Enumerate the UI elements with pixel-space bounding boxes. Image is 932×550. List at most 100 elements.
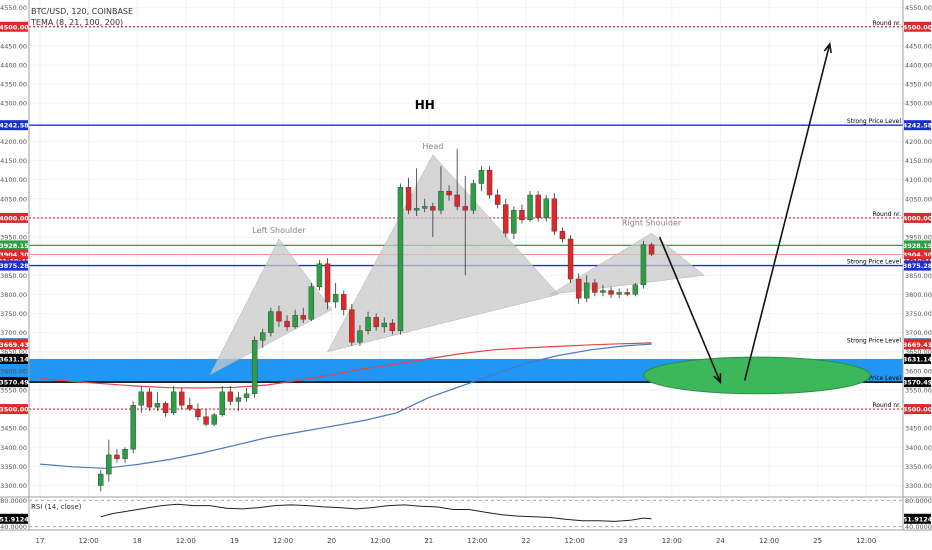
price-tag-text: 3500.00 — [903, 406, 932, 414]
y-tick-label-left: 4200.00 — [0, 138, 27, 146]
drawings-layer — [642, 41, 871, 395]
candle-down — [114, 454, 120, 459]
price-tag-text: 3928.15 — [0, 242, 29, 250]
candle-down — [300, 315, 306, 320]
candle-down — [462, 206, 468, 211]
pattern-label: Left Shoulder — [252, 226, 306, 235]
candle-down — [551, 198, 558, 232]
price-tag-box — [0, 212, 28, 223]
symbol-title: BTC/USD, 120, COINBASE — [31, 7, 134, 16]
y-tick-label-left: 4300.00 — [0, 100, 27, 108]
candle-up — [251, 340, 258, 394]
x-tick-label: 18 — [133, 537, 142, 545]
price-tag-box — [904, 353, 931, 364]
price-tag-text: 3669.43 — [0, 341, 29, 349]
y-tick-label-right: 4450.00 — [905, 42, 932, 50]
candle-up — [527, 194, 533, 221]
candle-up — [616, 292, 622, 295]
candle-up — [211, 414, 217, 425]
candle-down — [608, 290, 614, 295]
y-tick-label-right: 4150.00 — [905, 157, 932, 165]
candle-up — [130, 405, 136, 450]
price-tag-box — [904, 377, 931, 388]
price-tag-text: 3928.15 — [903, 242, 932, 250]
pattern-triangle — [550, 232, 705, 295]
price-tags-layer: 4500.00 4500.00 4242.58 4242.58 4000.00 4000.… — [0, 21, 932, 524]
candle-up — [235, 397, 242, 402]
candle-up — [357, 330, 363, 343]
y-tick-label-right: 3800.00 — [905, 291, 932, 299]
y-tick-label-right: 3450.00 — [905, 425, 932, 433]
candle-down — [389, 322, 396, 331]
candle-down — [624, 292, 630, 295]
tema-red-line — [39, 342, 652, 389]
y-tick-label-left: 4450.00 — [0, 42, 27, 50]
price-tag-box — [904, 339, 931, 350]
price-tag-text: 4000.00 — [0, 214, 29, 222]
candle-up — [478, 169, 485, 184]
price-tag-box — [904, 21, 931, 32]
pattern-triangle — [327, 154, 559, 353]
head-and-shoulders-layer: Left Shoulder Head Right Shoulder HH — [209, 98, 705, 376]
x-tick-label: 12:00 — [467, 537, 487, 545]
y-tick-label-right: 4200.00 — [905, 138, 932, 146]
pattern-label: Right Shoulder — [622, 219, 682, 228]
y-tick-label-right: 4300.00 — [905, 100, 932, 108]
y-tick-label-left: 3700.00 — [0, 329, 27, 337]
candle-up — [243, 393, 250, 398]
y-tick-label-right: 3550.00 — [905, 386, 932, 394]
price-tag-text: 3570.49 — [903, 379, 932, 387]
pattern-label: Head — [422, 142, 443, 151]
trend-arrow — [743, 43, 831, 381]
price-tag-text: 4000.00 — [903, 214, 932, 222]
x-tick-label: 22 — [522, 537, 531, 545]
price-tag-text: 51.9124 — [903, 515, 932, 523]
candle-down — [227, 391, 234, 402]
y-tick-label-left: 3300.00 — [0, 482, 27, 490]
candle-down — [567, 238, 574, 280]
candle-up — [98, 473, 104, 486]
candle-up — [106, 454, 112, 475]
candle-up — [365, 317, 371, 331]
y-tick-label-left: 3850.00 — [0, 272, 27, 280]
price-level-caption: Round nr. — [872, 402, 901, 409]
candle-up — [584, 282, 590, 299]
y-tick-label-right: 3700.00 — [905, 329, 932, 337]
candle-up — [413, 208, 420, 211]
candle-up — [397, 187, 404, 331]
price-tag-text: 4500.00 — [903, 23, 932, 31]
y-tick-label-left: 3450.00 — [0, 425, 27, 433]
price-tag-text: 4242.58 — [903, 122, 932, 130]
candle-down — [486, 169, 493, 196]
price-tag-box — [0, 260, 28, 271]
trend-arrow-head — [823, 41, 832, 53]
price-tag-box — [0, 249, 28, 260]
candle-down — [195, 408, 201, 417]
price-tag-box — [0, 339, 28, 350]
candle-down — [146, 391, 153, 408]
x-tick-label: 17 — [36, 537, 45, 545]
pattern-triangle — [209, 238, 332, 376]
price-tag-box — [904, 260, 931, 271]
price-tag-text: 3904.30 — [903, 251, 932, 259]
x-tick-label: 23 — [619, 537, 628, 545]
price-level-caption: Round nr. — [872, 211, 901, 218]
candle-up — [138, 391, 144, 406]
candle-up — [332, 294, 339, 303]
candle-down — [349, 309, 355, 343]
hh-label: HH — [415, 98, 435, 112]
price-level-caption: Strong Price Level — [847, 375, 901, 382]
price-tag-text: 51.9124 — [0, 515, 29, 523]
candles-layer — [98, 149, 655, 492]
candle-up — [640, 244, 647, 286]
price-level-caption: Strong Price Level — [847, 337, 901, 344]
y-tick-label-right: 4350.00 — [905, 81, 932, 89]
rsi-tick-left: 40.0000 — [0, 523, 27, 531]
candle-down — [373, 317, 379, 328]
rsi-label: RSI (14, close) — [31, 503, 82, 511]
y-tick-label-right: 3600.00 — [905, 367, 932, 375]
rsi-line — [100, 503, 652, 522]
rsi-pane-bg — [0, 497, 932, 530]
candle-down — [284, 320, 290, 328]
